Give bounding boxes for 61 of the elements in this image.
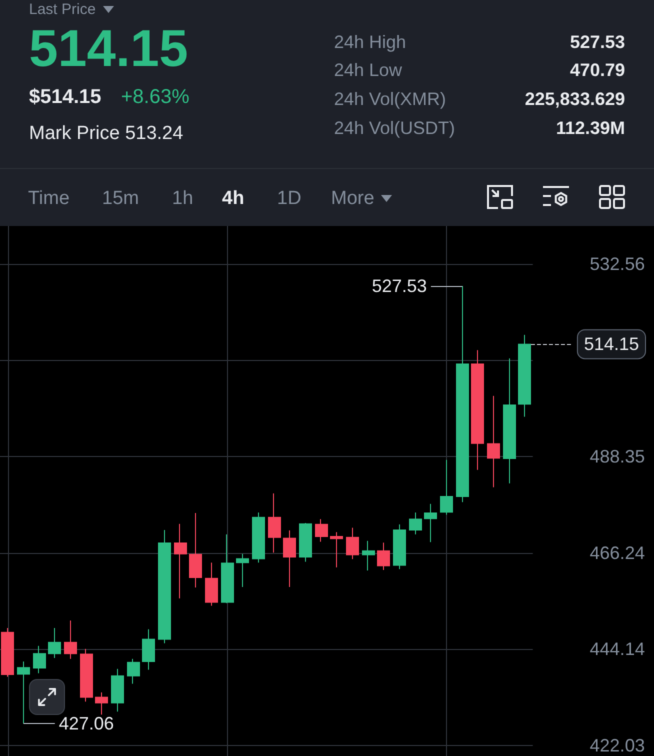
candlestick [346, 527, 359, 560]
candlestick [236, 553, 249, 588]
y-tick-label: 532.56 [590, 254, 645, 274]
text: 24h Vol(XMR) [334, 89, 446, 109]
candlestick [142, 628, 155, 670]
text: 1h [172, 188, 194, 208]
text: 514.15 [29, 20, 188, 78]
candlestick [158, 529, 171, 644]
candlestick [174, 523, 187, 599]
text: Last Price [29, 1, 96, 18]
text: 1D [277, 188, 302, 208]
candlestick [330, 532, 343, 568]
annotation: 527.53 [372, 276, 427, 296]
y-tick-label: 444.14 [590, 639, 645, 660]
candlestick [456, 285, 469, 503]
candlestick [268, 492, 281, 554]
candlestick [393, 524, 406, 570]
text: 527.53 [570, 32, 625, 52]
candlestick [487, 395, 500, 488]
text: 24h High [334, 32, 406, 52]
y-tick-label: 422.03 [590, 735, 645, 756]
candlestick [95, 692, 108, 716]
candlestick [48, 627, 61, 659]
text: Time [28, 188, 70, 208]
candlestick [80, 648, 93, 702]
candlestick [283, 530, 296, 588]
text: 470.79 [570, 60, 625, 80]
text: +8.63% [121, 86, 190, 108]
y-tick-label: 466.24 [590, 542, 645, 563]
text: 24h Low [334, 60, 402, 80]
text: 15m [102, 188, 139, 208]
candlestick [252, 512, 265, 564]
candlestick [299, 522, 312, 562]
candlestick [127, 658, 140, 684]
candlestick [64, 620, 77, 660]
candlestick [377, 542, 390, 571]
candlestick [111, 668, 124, 712]
candlestick [440, 459, 453, 516]
candlestick [315, 518, 328, 542]
text: 24h Vol(USDT) [334, 118, 456, 138]
annotation: 427.06 [58, 714, 114, 734]
ref-line-label: 514.15 [584, 334, 640, 354]
candlestick [424, 503, 437, 543]
candlestick [189, 512, 202, 588]
candlestick [362, 540, 375, 571]
text: 225,833.629 [524, 89, 625, 109]
candlestick [503, 358, 516, 484]
text: $514.15 [29, 86, 102, 108]
candlestick [409, 512, 422, 535]
candlestick [518, 334, 531, 418]
candlestick [471, 350, 484, 470]
candlestick [221, 534, 234, 604]
candlestick [17, 660, 30, 724]
candlestick [1, 627, 14, 678]
candlestick [33, 645, 46, 674]
y-tick-label: 488.35 [590, 446, 645, 467]
text: More [331, 188, 374, 208]
text: 4h [222, 188, 244, 208]
text: 112.39M [556, 118, 625, 138]
text: Mark Price 513.24 [29, 122, 184, 144]
candlestick [205, 562, 218, 606]
